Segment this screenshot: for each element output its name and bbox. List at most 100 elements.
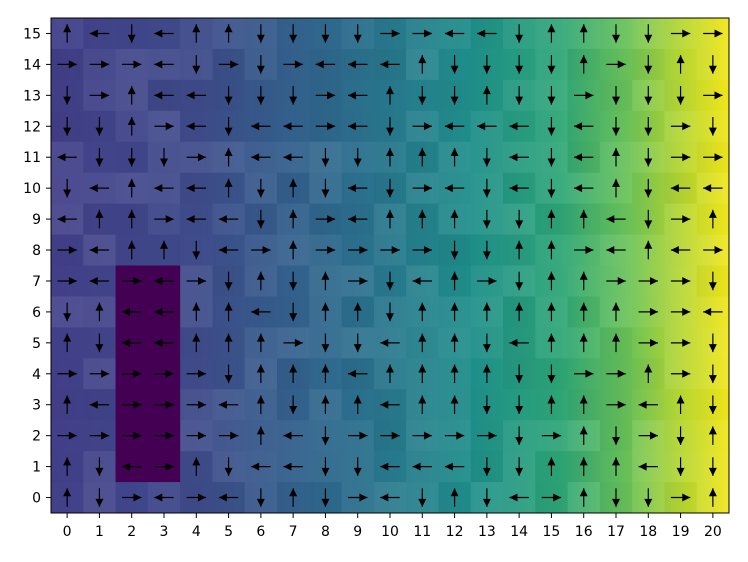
arrow-head	[708, 467, 717, 476]
y-tick-label: 11	[23, 150, 41, 166]
arrow-head	[122, 338, 131, 347]
arrow-head	[289, 364, 298, 373]
arrow-up	[224, 24, 233, 43]
arrow-head	[482, 406, 491, 414]
arrow-head	[380, 493, 389, 502]
arrow-left	[638, 400, 658, 409]
arrow-left	[154, 184, 174, 193]
arrow-head	[283, 122, 292, 131]
arrow-up	[321, 302, 330, 322]
arrow-head	[348, 369, 357, 378]
arrow-head	[95, 127, 104, 136]
arrow-head	[89, 276, 98, 285]
arrow-head	[348, 60, 357, 69]
arrow-head	[574, 153, 583, 162]
arrow-right	[606, 276, 626, 285]
arrow-head	[579, 209, 588, 218]
arrow-left	[283, 431, 303, 440]
arrow-down	[515, 271, 524, 291]
arrow-left	[574, 184, 594, 193]
arrow-head	[68, 369, 77, 378]
arrow-head	[224, 24, 233, 33]
x-tick-label: 6	[256, 524, 265, 540]
arrow-up	[95, 302, 104, 322]
arrow-down	[708, 395, 717, 414]
arrow-head	[644, 220, 653, 229]
arrow-head	[482, 65, 491, 74]
arrow-down	[224, 364, 233, 384]
arrow-left	[638, 462, 658, 471]
arrow-head	[682, 493, 691, 502]
arrow-head	[482, 344, 491, 353]
arrow-head	[327, 122, 336, 131]
arrow-head	[63, 395, 72, 404]
arrow-left	[283, 153, 303, 162]
arrow-down	[612, 86, 620, 105]
arrow-head	[95, 467, 104, 476]
arrow-left	[154, 91, 174, 100]
arrow-left	[380, 493, 400, 502]
arrow-right	[638, 276, 658, 285]
arrow-head	[456, 431, 465, 440]
arrow-head	[515, 467, 524, 476]
arrow-head	[251, 307, 260, 316]
arrow-right	[703, 91, 723, 100]
x-tick-label: 11	[413, 524, 431, 540]
arrow-head	[482, 251, 491, 260]
arrow-right	[218, 431, 239, 440]
arrow-up	[321, 364, 330, 384]
arrow-right	[89, 431, 110, 440]
arrow-head	[606, 246, 615, 255]
arrow-head	[154, 29, 163, 38]
arrow-left	[251, 462, 271, 471]
arrow-left	[218, 215, 239, 224]
arrow-head	[256, 271, 265, 280]
arrow-head	[386, 282, 394, 291]
arrow-right	[703, 29, 723, 38]
arrow-head	[617, 400, 626, 409]
arrow-right	[380, 29, 400, 38]
arrow-head	[101, 369, 110, 378]
arrow-head	[579, 488, 588, 497]
arrow-down	[515, 426, 524, 445]
arrow-head	[606, 215, 615, 224]
x-tick-label: 19	[672, 524, 690, 540]
arrow-head	[95, 158, 104, 167]
x-tick-label: 7	[289, 524, 298, 540]
arrow-head	[359, 246, 368, 255]
arrow-head	[321, 158, 330, 167]
arrow-head	[224, 375, 233, 384]
arrow-head	[418, 395, 427, 404]
arrow-right	[574, 246, 594, 255]
arrow-head	[423, 246, 432, 255]
arrow-head	[289, 240, 298, 249]
arrow-right	[251, 246, 271, 255]
arrow-head	[63, 24, 72, 33]
arrow-down	[676, 457, 685, 476]
arrow-right	[574, 369, 594, 378]
arrow-up	[612, 147, 620, 167]
arrow-up	[95, 209, 104, 229]
arrow-down	[95, 147, 104, 167]
arrow-head	[612, 96, 620, 105]
arrow-up	[127, 178, 136, 198]
arrow-head	[579, 333, 588, 342]
arrow-down	[127, 24, 136, 43]
arrow-head	[218, 215, 227, 224]
arrow-head	[359, 431, 368, 440]
arrow-head	[133, 431, 142, 440]
arrow-right	[670, 369, 691, 378]
arrow-right	[380, 431, 400, 440]
arrow-head	[154, 184, 163, 193]
arrow-right	[57, 369, 77, 378]
arrow-head	[122, 307, 131, 316]
arrow-left	[348, 122, 368, 131]
arrow-right	[154, 400, 174, 409]
arrow-right	[186, 493, 206, 502]
arrow-head	[450, 333, 459, 342]
arrow-up	[676, 55, 685, 74]
arrow-head	[579, 24, 588, 33]
arrow-right	[154, 215, 174, 224]
arrow-right	[122, 493, 142, 502]
arrow-head	[251, 462, 260, 471]
